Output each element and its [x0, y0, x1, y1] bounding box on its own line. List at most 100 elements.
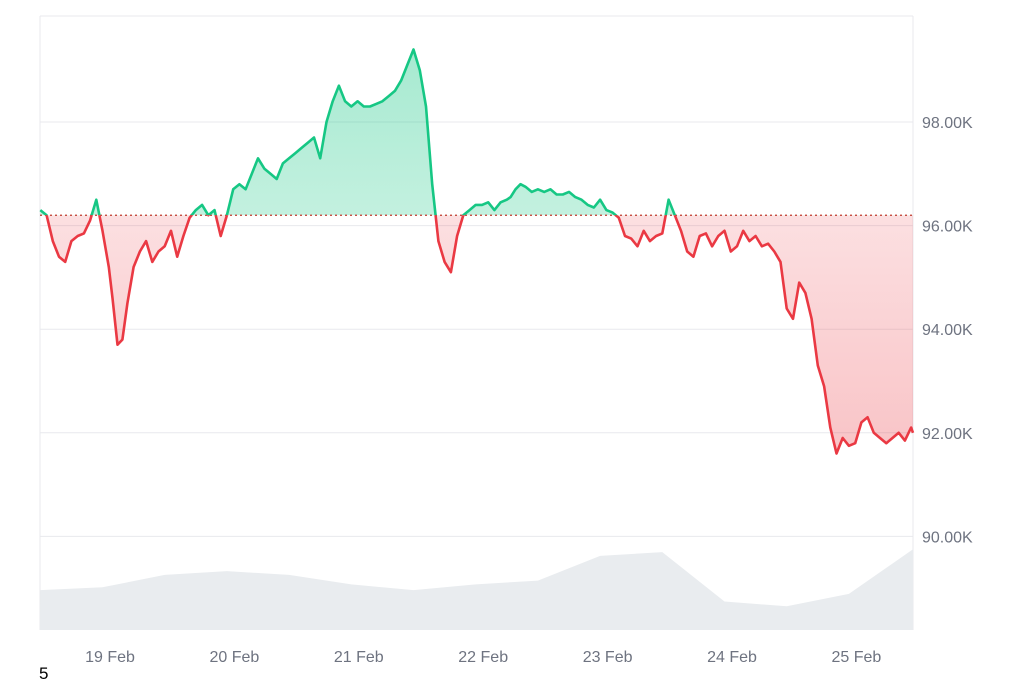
price-point	[399, 79, 403, 83]
price-point	[250, 172, 254, 176]
price-point	[380, 99, 384, 103]
price-point	[412, 48, 416, 52]
price-point	[816, 364, 820, 368]
price-point	[760, 244, 764, 248]
price-point	[723, 229, 727, 233]
price-point	[654, 234, 658, 238]
price-point	[175, 255, 179, 259]
price-point	[772, 250, 776, 254]
price-point	[648, 239, 652, 243]
price-point	[256, 156, 260, 160]
price-point	[679, 229, 683, 233]
y-tick-label: 92.00K	[922, 426, 973, 443]
price-point	[897, 431, 901, 435]
price-point	[107, 265, 111, 269]
price-point	[822, 384, 826, 388]
price-point	[573, 195, 577, 199]
price-point	[349, 105, 353, 109]
price-point	[213, 208, 217, 212]
price-point	[51, 239, 55, 243]
y-tick-label: 90.00K	[922, 529, 973, 546]
price-line	[38, 48, 915, 456]
price-point	[300, 146, 304, 150]
price-point	[116, 343, 120, 347]
price-point	[691, 255, 695, 259]
price-point	[237, 182, 241, 186]
below-baseline-fill	[46, 215, 913, 454]
price-point	[592, 206, 596, 210]
price-point	[120, 338, 124, 342]
price-point	[785, 307, 789, 311]
price-point	[636, 244, 640, 248]
price-point	[716, 234, 720, 238]
price-point	[872, 431, 876, 435]
price-point	[884, 441, 888, 445]
price-point	[125, 301, 129, 305]
price-point	[611, 211, 615, 215]
price-point	[281, 161, 285, 165]
price-point	[430, 182, 434, 186]
price-point	[766, 242, 770, 246]
price-point	[393, 89, 397, 93]
price-point	[878, 436, 882, 440]
price-point	[325, 120, 329, 124]
y-tick-label: 94.00K	[922, 322, 973, 339]
price-point	[835, 452, 839, 456]
price-point	[909, 426, 913, 430]
price-fill	[40, 49, 913, 454]
volume-area-shape	[40, 549, 913, 630]
price-line-up	[39, 48, 677, 216]
price-line-down	[44, 215, 915, 455]
price-point	[101, 229, 105, 233]
price-point	[200, 203, 204, 207]
price-point	[262, 167, 266, 171]
price-point	[847, 444, 851, 448]
footnote-number: 5	[39, 664, 49, 683]
price-point	[138, 250, 142, 254]
price-point	[555, 193, 559, 197]
price-point	[853, 441, 857, 445]
price-point	[803, 291, 807, 295]
x-tick-label: 21 Feb	[334, 649, 384, 666]
price-point	[492, 208, 496, 212]
y-tick-label: 96.00K	[922, 219, 973, 236]
price-point	[293, 151, 297, 155]
price-point	[343, 99, 347, 103]
price-point	[499, 200, 503, 204]
price-point	[194, 208, 198, 212]
price-point	[461, 213, 465, 217]
price-point	[509, 195, 513, 199]
x-axis-ticks: 19 Feb 20 Feb 21 Feb 22 Feb 23 Feb 24 Feb 25 F…	[85, 649, 881, 666]
price-point	[729, 250, 733, 254]
price-point	[418, 68, 422, 72]
price-point	[312, 136, 316, 140]
price-point	[474, 203, 478, 207]
price-point	[38, 208, 42, 212]
price-point	[132, 265, 136, 269]
price-point	[63, 260, 67, 264]
price-point	[144, 239, 148, 243]
price-point	[225, 213, 229, 217]
price-point	[275, 177, 279, 181]
x-tick-label: 25 Feb	[831, 649, 881, 666]
y-tick-label: 98.00K	[922, 115, 973, 132]
price-point	[76, 234, 80, 238]
price-point	[318, 156, 322, 160]
price-point	[449, 270, 453, 274]
price-point	[704, 231, 708, 235]
price-point	[779, 260, 783, 264]
above-baseline-fill	[40, 49, 913, 216]
price-point	[244, 187, 248, 191]
grid-lines	[39, 15, 914, 630]
price-point	[524, 185, 528, 189]
price-point	[206, 213, 210, 217]
price-point	[754, 234, 758, 238]
x-tick-label: 19 Feb	[85, 649, 135, 666]
price-point	[505, 198, 509, 202]
price-point	[219, 234, 223, 238]
price-point	[519, 182, 523, 186]
price-point	[387, 94, 391, 98]
price-point	[866, 415, 870, 419]
